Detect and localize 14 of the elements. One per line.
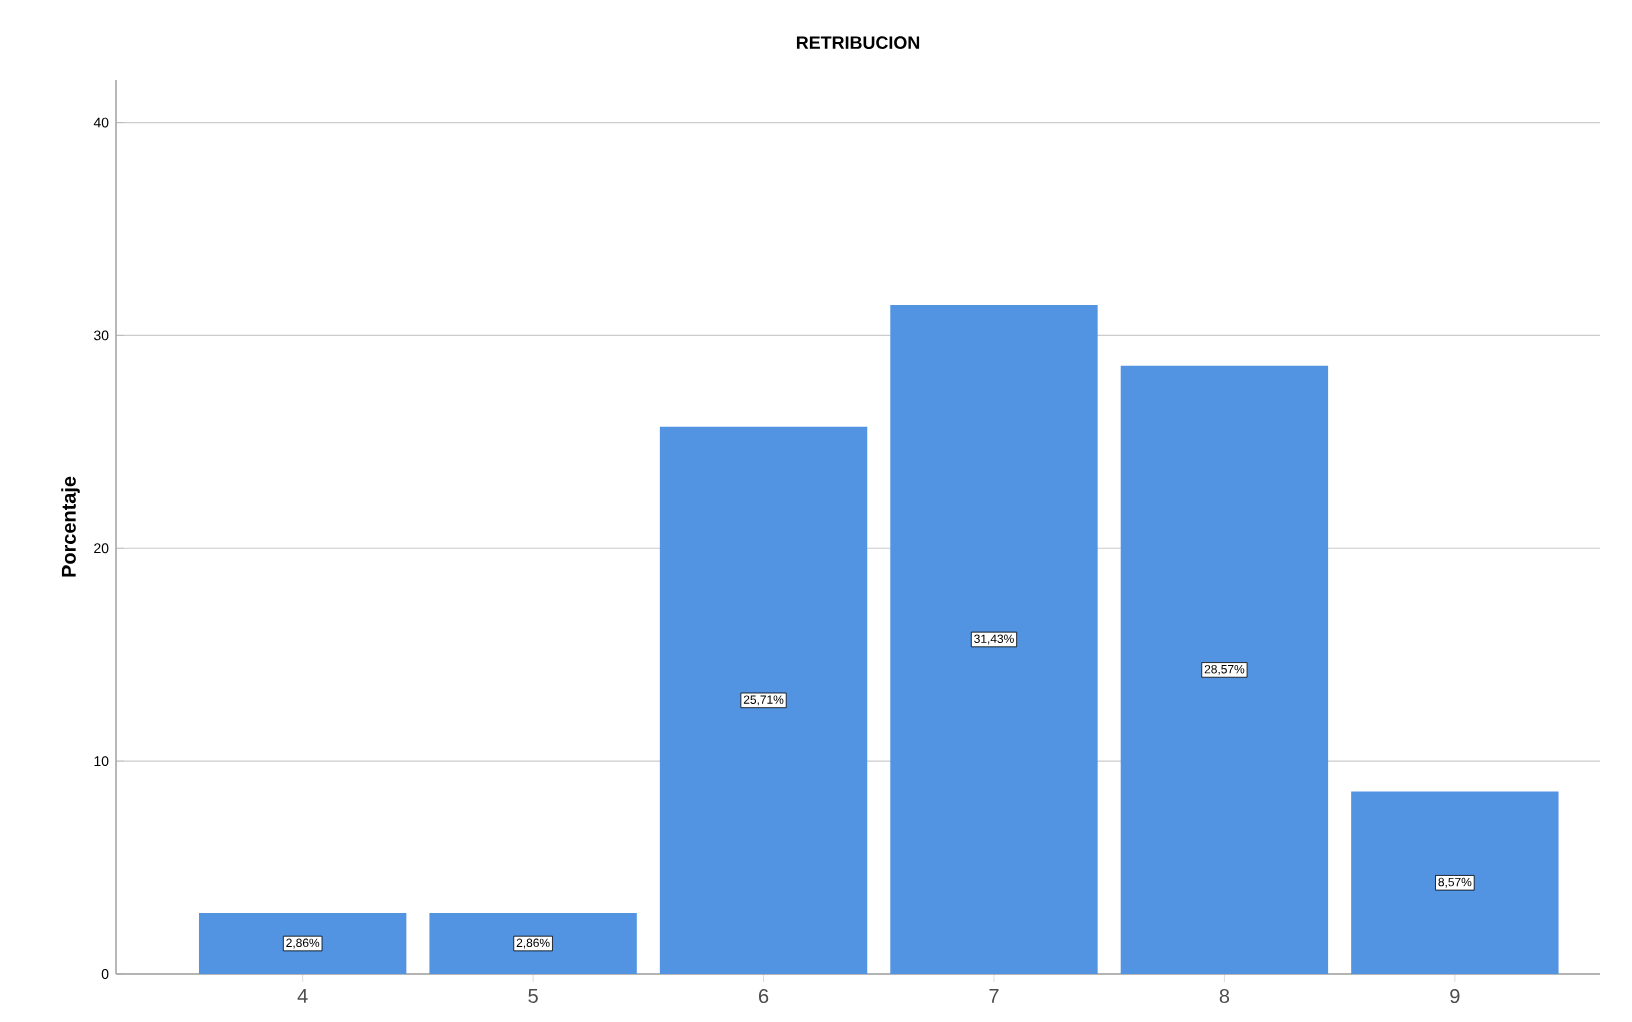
chart-title: RETRIBUCION (796, 36, 920, 49)
bar (659, 426, 868, 974)
bar (890, 304, 1098, 974)
x-tick-label: 7 (989, 989, 999, 1003)
y-axis-title: Porcentaje (61, 476, 80, 577)
x-tick-label: 6 (759, 989, 769, 1004)
bar (429, 913, 637, 974)
bar (1351, 791, 1559, 974)
x-tick-label: 8 (1219, 989, 1230, 1004)
bar (1120, 365, 1329, 974)
x-tick-label: 5 (528, 989, 538, 1003)
x-tick-label: 4 (297, 989, 308, 1003)
bar (198, 913, 407, 974)
x-tick-label: 9 (1450, 989, 1460, 1004)
